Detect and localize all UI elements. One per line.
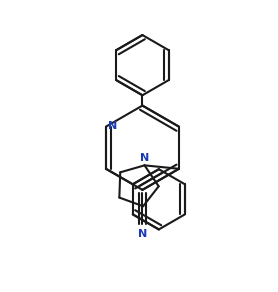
Text: N: N xyxy=(140,154,149,164)
Text: N: N xyxy=(108,121,117,131)
Text: N: N xyxy=(138,229,147,239)
